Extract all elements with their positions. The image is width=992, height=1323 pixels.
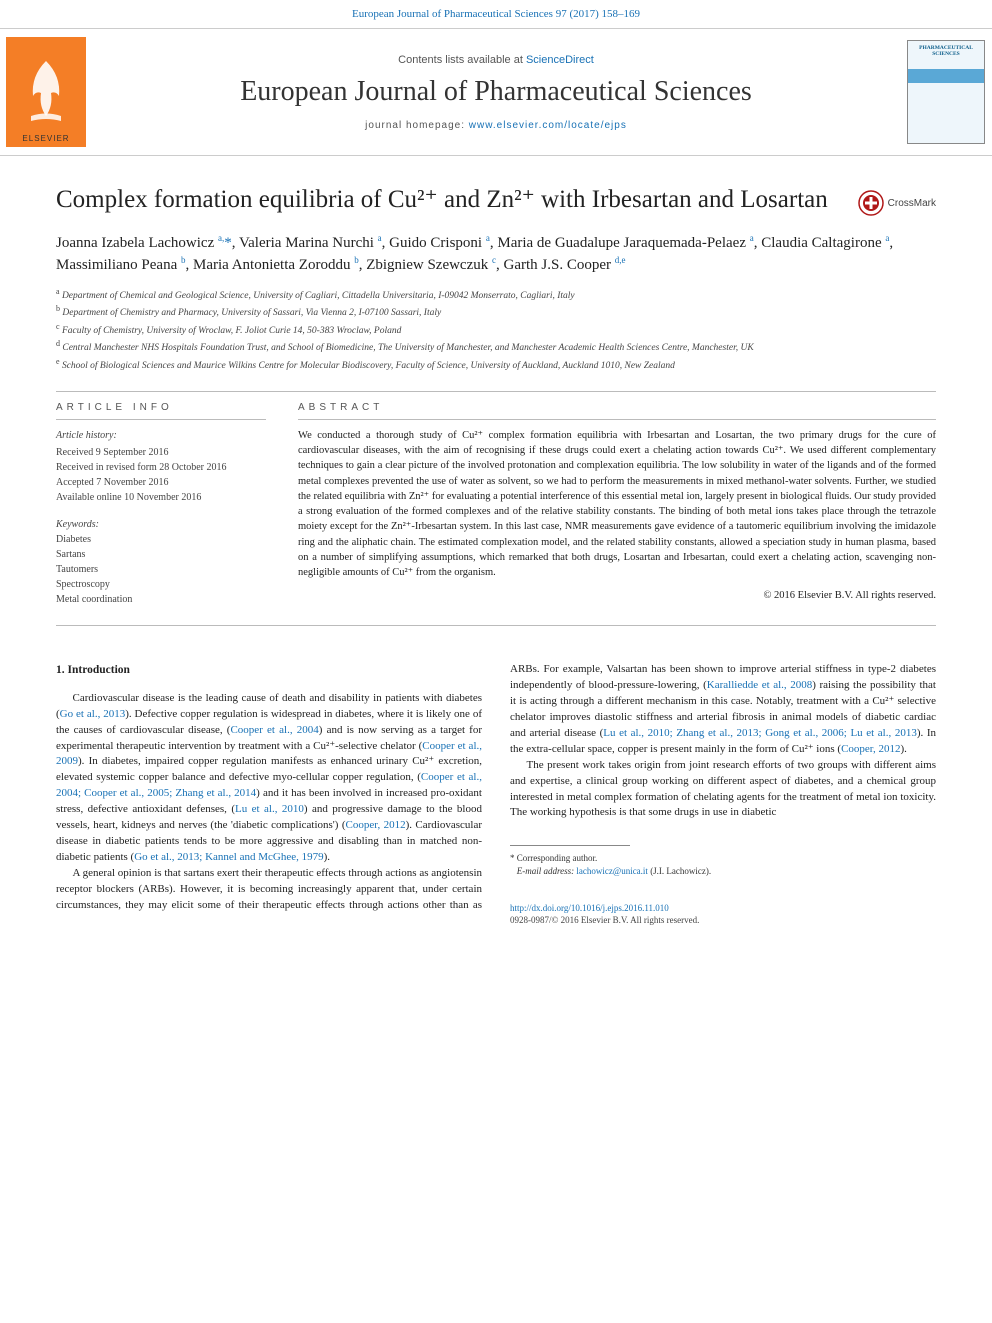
- abstract-copyright: © 2016 Elsevier B.V. All rights reserved…: [298, 590, 936, 601]
- keyword-item: Sartans: [56, 547, 266, 562]
- history-items: Received 9 September 2016Received in rev…: [56, 445, 266, 505]
- journal-cover-block: PHARMACEUTICAL SCIENCES: [900, 29, 992, 155]
- section-heading-intro: 1. Introduction: [56, 662, 482, 679]
- journal-citation: European Journal of Pharmaceutical Scien…: [0, 0, 992, 28]
- elsevier-logo: ELSEVIER: [6, 37, 86, 147]
- keyword-item: Tautomers: [56, 562, 266, 577]
- publisher-name: ELSEVIER: [22, 134, 69, 143]
- keyword-item: Diabetes: [56, 532, 266, 547]
- keyword-item: Metal coordination: [56, 592, 266, 607]
- info-rule: [56, 419, 266, 420]
- affiliation-item: e School of Biological Sciences and Maur…: [56, 356, 936, 373]
- doi-link[interactable]: http://dx.doi.org/10.1016/j.ejps.2016.11…: [510, 903, 669, 913]
- affiliation-item: a Department of Chemical and Geological …: [56, 286, 936, 303]
- body-para-3: The present work takes origin from joint…: [510, 758, 936, 822]
- email-note: E-mail address: lachowicz@unica.it (J.I.…: [510, 865, 936, 878]
- email-paren: (J.I. Lachowicz).: [650, 866, 711, 876]
- keyword-item: Spectroscopy: [56, 577, 266, 592]
- abstract-column: abstract We conducted a thorough study o…: [298, 402, 936, 607]
- citation-link[interactable]: European Journal of Pharmaceutical Scien…: [352, 8, 640, 20]
- body-para-1: Cardiovascular disease is the leading ca…: [56, 691, 482, 866]
- issn-line: 0928-0987/© 2016 Elsevier B.V. All right…: [510, 915, 699, 925]
- cover-title: PHARMACEUTICAL SCIENCES: [908, 45, 984, 57]
- abstract-text: We conducted a thorough study of Cu²⁺ co…: [298, 428, 936, 580]
- crossmark-icon: [858, 190, 884, 216]
- corr-label: Corresponding author.: [517, 853, 598, 863]
- history-label: Article history:: [56, 428, 266, 443]
- header-center: Contents lists available at ScienceDirec…: [92, 29, 900, 155]
- history-item: Available online 10 November 2016: [56, 490, 266, 505]
- crossmark-label: CrossMark: [888, 198, 936, 209]
- history-item: Received in revised form 28 October 2016: [56, 460, 266, 475]
- affiliation-item: c Faculty of Chemistry, University of Wr…: [56, 321, 936, 338]
- article-info-label: article info: [56, 402, 266, 413]
- keywords-items: DiabetesSartansTautomersSpectroscopyMeta…: [56, 532, 266, 607]
- article-info-column: article info Article history: Received 9…: [56, 402, 266, 607]
- email-label: E-mail address:: [517, 866, 574, 876]
- authors-list: Joanna Izabela Lachowicz a,*, Valeria Ma…: [56, 232, 936, 276]
- history-item: Received 9 September 2016: [56, 445, 266, 460]
- journal-name: European Journal of Pharmaceutical Scien…: [240, 76, 752, 108]
- footer-block: http://dx.doi.org/10.1016/j.ejps.2016.11…: [510, 902, 936, 927]
- abstract-label: abstract: [298, 402, 936, 413]
- contents-prefix: Contents lists available at: [398, 54, 526, 66]
- elsevier-tree-icon: [11, 51, 81, 131]
- sciencedirect-link[interactable]: ScienceDirect: [526, 54, 594, 66]
- article-title: Complex formation equilibria of Cu²⁺ and…: [56, 184, 858, 215]
- author-email-link[interactable]: lachowicz@unica.it: [576, 866, 648, 876]
- affiliation-item: b Department of Chemistry and Pharmacy, …: [56, 303, 936, 320]
- divider-top: [56, 391, 936, 392]
- keywords-label: Keywords:: [56, 519, 266, 530]
- homepage-line: journal homepage: www.elsevier.com/locat…: [365, 120, 627, 131]
- history-item: Accepted 7 November 2016: [56, 475, 266, 490]
- publisher-logo-block: ELSEVIER: [0, 29, 92, 155]
- footnote-separator: [510, 845, 630, 846]
- homepage-link[interactable]: www.elsevier.com/locate/ejps: [469, 120, 627, 131]
- abstract-rule: [298, 419, 936, 420]
- cover-band: [908, 69, 984, 83]
- body-columns: 1. Introduction Cardiovascular disease i…: [56, 662, 936, 927]
- divider-bottom: [56, 625, 936, 626]
- corresponding-author-note: * Corresponding author.: [510, 852, 936, 865]
- contents-available-line: Contents lists available at ScienceDirec…: [398, 54, 594, 66]
- homepage-prefix: journal homepage:: [365, 120, 469, 131]
- crossmark-badge[interactable]: CrossMark: [858, 190, 936, 216]
- journal-header: ELSEVIER Contents lists available at Sci…: [0, 28, 992, 156]
- affiliation-item: d Central Manchester NHS Hospitals Found…: [56, 338, 936, 355]
- journal-cover-thumbnail: PHARMACEUTICAL SCIENCES: [907, 40, 985, 144]
- affiliations-list: a Department of Chemical and Geological …: [56, 286, 936, 373]
